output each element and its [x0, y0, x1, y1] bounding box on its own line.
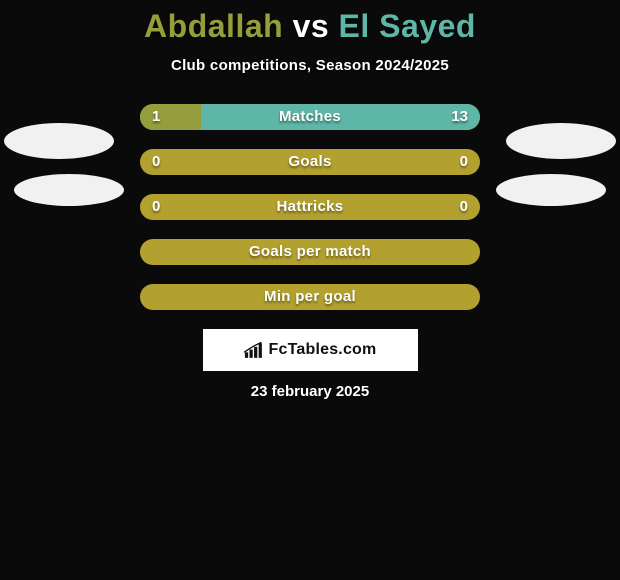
stat-label: Goals: [140, 149, 480, 175]
chart-icon: [244, 342, 266, 359]
stat-row: 113Matches: [140, 104, 480, 130]
brand-logo[interactable]: FcTables.com: [203, 329, 418, 371]
comparison-title: Abdallah vs El Sayed: [0, 0, 620, 45]
vs-label: vs: [293, 8, 330, 44]
stat-label: Hattricks: [140, 194, 480, 220]
player1-name: Abdallah: [144, 8, 283, 44]
stats-container: 113Matches 00Goals 00Hattricks Goals per ma…: [0, 104, 620, 310]
subtitle: Club competitions, Season 2024/2025: [0, 57, 620, 74]
player2-name: El Sayed: [339, 8, 476, 44]
snapshot-date: 23 february 2025: [0, 383, 620, 400]
stat-label: Goals per match: [140, 239, 480, 265]
stat-label: Min per goal: [140, 284, 480, 310]
stat-row: Min per goal: [140, 284, 480, 310]
stat-label: Matches: [140, 104, 480, 130]
brand-text: FcTables.com: [269, 341, 377, 359]
stat-row: 00Goals: [140, 149, 480, 175]
stat-row: 00Hattricks: [140, 194, 480, 220]
stat-row: Goals per match: [140, 239, 480, 265]
